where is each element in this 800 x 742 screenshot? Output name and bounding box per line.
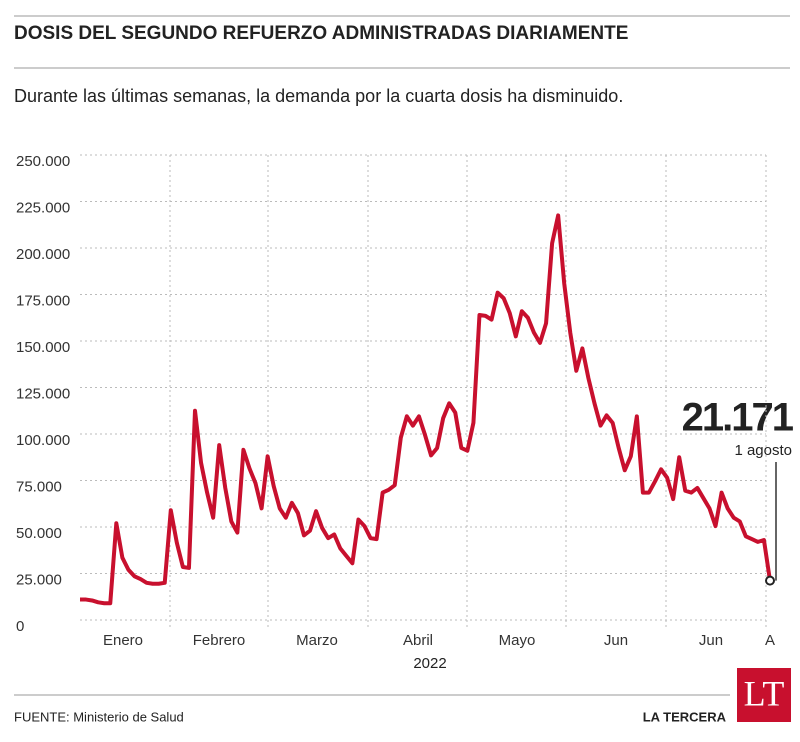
- y-tick-label: 125.000: [16, 385, 70, 402]
- x-tick-label: Abril: [403, 632, 433, 649]
- end-marker: [765, 575, 775, 586]
- x-tick-label: Febrero: [193, 632, 246, 649]
- y-tick-label: 250.000: [16, 153, 70, 170]
- annotation-value: 21.171: [682, 396, 794, 440]
- y-tick-label: 0: [16, 618, 24, 635]
- y-tick-label: 25.000: [16, 571, 62, 588]
- y-tick-label: 75.000: [16, 478, 62, 495]
- logo-box: [737, 668, 791, 722]
- chart-subtitle: Durante las últimas semanas, la demanda …: [14, 86, 623, 106]
- x-tick-label: Jun: [699, 632, 723, 649]
- x-axis-label: 2022: [413, 655, 446, 672]
- line: [80, 213, 772, 606]
- y-tick-label: 50.000: [16, 525, 62, 542]
- y-tick-label: 175.000: [16, 292, 70, 309]
- source: FUENTE: Ministerio de Salud: [14, 709, 184, 724]
- x-tick-label: Mayo: [499, 632, 536, 649]
- y-tick-label: 225.000: [16, 199, 70, 216]
- x-tick-label: A: [765, 632, 775, 649]
- publisher: LA TERCERA: [643, 709, 727, 724]
- x-tick-label: Enero: [103, 632, 143, 649]
- logo: LT: [744, 673, 785, 713]
- x-tick-label: Jun: [604, 632, 628, 649]
- y-tick-label: 200.000: [16, 246, 70, 263]
- y-tick-label: 150.000: [16, 339, 70, 356]
- y-tick-label: 100.000: [16, 432, 70, 449]
- annotation-date: 1 agosto: [734, 442, 792, 459]
- chart-title: DOSIS DEL SEGUNDO REFUERZO ADMINISTRADAS…: [14, 23, 628, 44]
- x-tick-label: Marzo: [296, 632, 338, 649]
